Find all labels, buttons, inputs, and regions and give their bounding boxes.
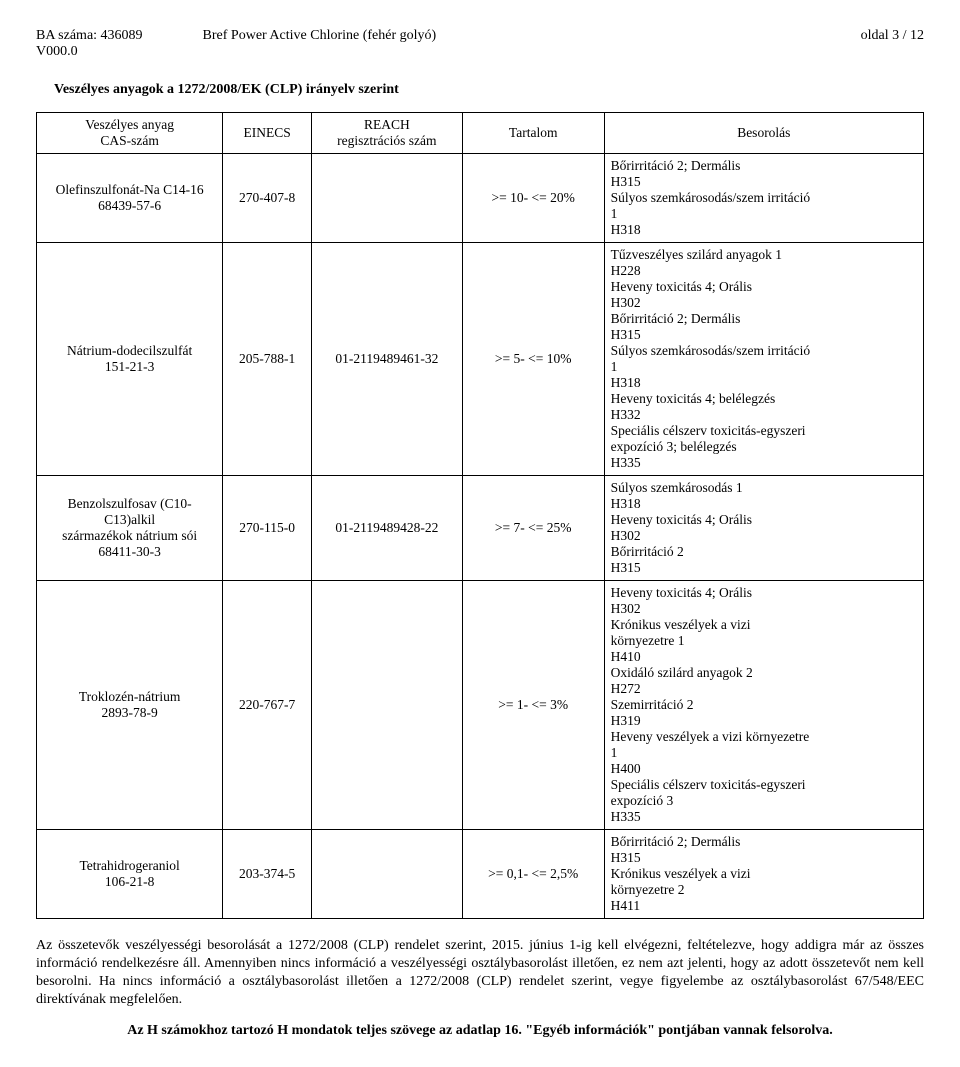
cell-einecs: 205-788-1 xyxy=(223,243,312,476)
version: V000.0 xyxy=(36,44,143,60)
col-header-classification: Besorolás xyxy=(604,113,923,154)
cell-content: >= 10- <= 20% xyxy=(462,154,604,243)
cell-substance: Olefinszulfonát-Na C14-1668439-57-6 xyxy=(37,154,223,243)
hazard-table: Veszélyes anyagCAS-szám EINECS REACHregi… xyxy=(36,112,924,919)
cell-content: >= 7- <= 25% xyxy=(462,476,604,581)
col-header-reach: REACHregisztrációs szám xyxy=(311,113,462,154)
cell-reach xyxy=(311,154,462,243)
page-number: oldal 3 / 12 xyxy=(861,28,924,44)
header-left: BA száma: 436089 V000.0 xyxy=(36,28,143,60)
cell-reach: 01-2119489461-32 xyxy=(311,243,462,476)
col-header-substance: Veszélyes anyagCAS-szám xyxy=(37,113,223,154)
col-header-content: Tartalom xyxy=(462,113,604,154)
h-statements-note: Az H számokhoz tartozó H mondatok teljes… xyxy=(36,1023,924,1039)
page-header: BA száma: 436089 V000.0 Bref Power Activ… xyxy=(36,28,924,60)
col-header-einecs: EINECS xyxy=(223,113,312,154)
table-header-row: Veszélyes anyagCAS-szám EINECS REACHregi… xyxy=(37,113,924,154)
table-row: Benzolszulfosav (C10-C13)alkilszármazéko… xyxy=(37,476,924,581)
cell-classification: Tűzveszélyes szilárd anyagok 1H228Heveny… xyxy=(604,243,923,476)
cell-reach xyxy=(311,581,462,830)
cell-content: >= 5- <= 10% xyxy=(462,243,604,476)
classification-paragraph: Az összetevők veszélyességi besorolását … xyxy=(36,937,924,1009)
cell-classification: Bőrirritáció 2; DermálisH315Krónikus ves… xyxy=(604,830,923,919)
cell-einecs: 270-407-8 xyxy=(223,154,312,243)
cell-substance: Nátrium-dodecilszulfát151-21-3 xyxy=(37,243,223,476)
cell-classification: Bőrirritáció 2; DermálisH315Súlyos szemk… xyxy=(604,154,923,243)
section-title: Veszélyes anyagok a 1272/2008/EK (CLP) i… xyxy=(54,82,924,98)
cell-classification: Heveny toxicitás 4; OrálisH302Krónikus v… xyxy=(604,581,923,830)
cell-substance: Troklozén-nátrium2893-78-9 xyxy=(37,581,223,830)
cell-substance: Benzolszulfosav (C10-C13)alkilszármazéko… xyxy=(37,476,223,581)
table-row: Tetrahidrogeraniol106-21-8203-374-5 >= 0,… xyxy=(37,830,924,919)
cell-reach: 01-2119489428-22 xyxy=(311,476,462,581)
cell-einecs: 203-374-5 xyxy=(223,830,312,919)
table-row: Troklozén-nátrium2893-78-9220-767-7 >= 1-… xyxy=(37,581,924,830)
cell-reach xyxy=(311,830,462,919)
cell-classification: Súlyos szemkárosodás 1H318Heveny toxicit… xyxy=(604,476,923,581)
cell-content: >= 0,1- <= 2,5% xyxy=(462,830,604,919)
ba-number: BA száma: 436089 xyxy=(36,28,143,44)
product-name: Bref Power Active Chlorine (fehér golyó) xyxy=(143,28,861,44)
cell-einecs: 270-115-0 xyxy=(223,476,312,581)
table-row: Nátrium-dodecilszulfát151-21-3205-788-10… xyxy=(37,243,924,476)
table-row: Olefinszulfonát-Na C14-1668439-57-6270-4… xyxy=(37,154,924,243)
cell-substance: Tetrahidrogeraniol106-21-8 xyxy=(37,830,223,919)
cell-content: >= 1- <= 3% xyxy=(462,581,604,830)
cell-einecs: 220-767-7 xyxy=(223,581,312,830)
